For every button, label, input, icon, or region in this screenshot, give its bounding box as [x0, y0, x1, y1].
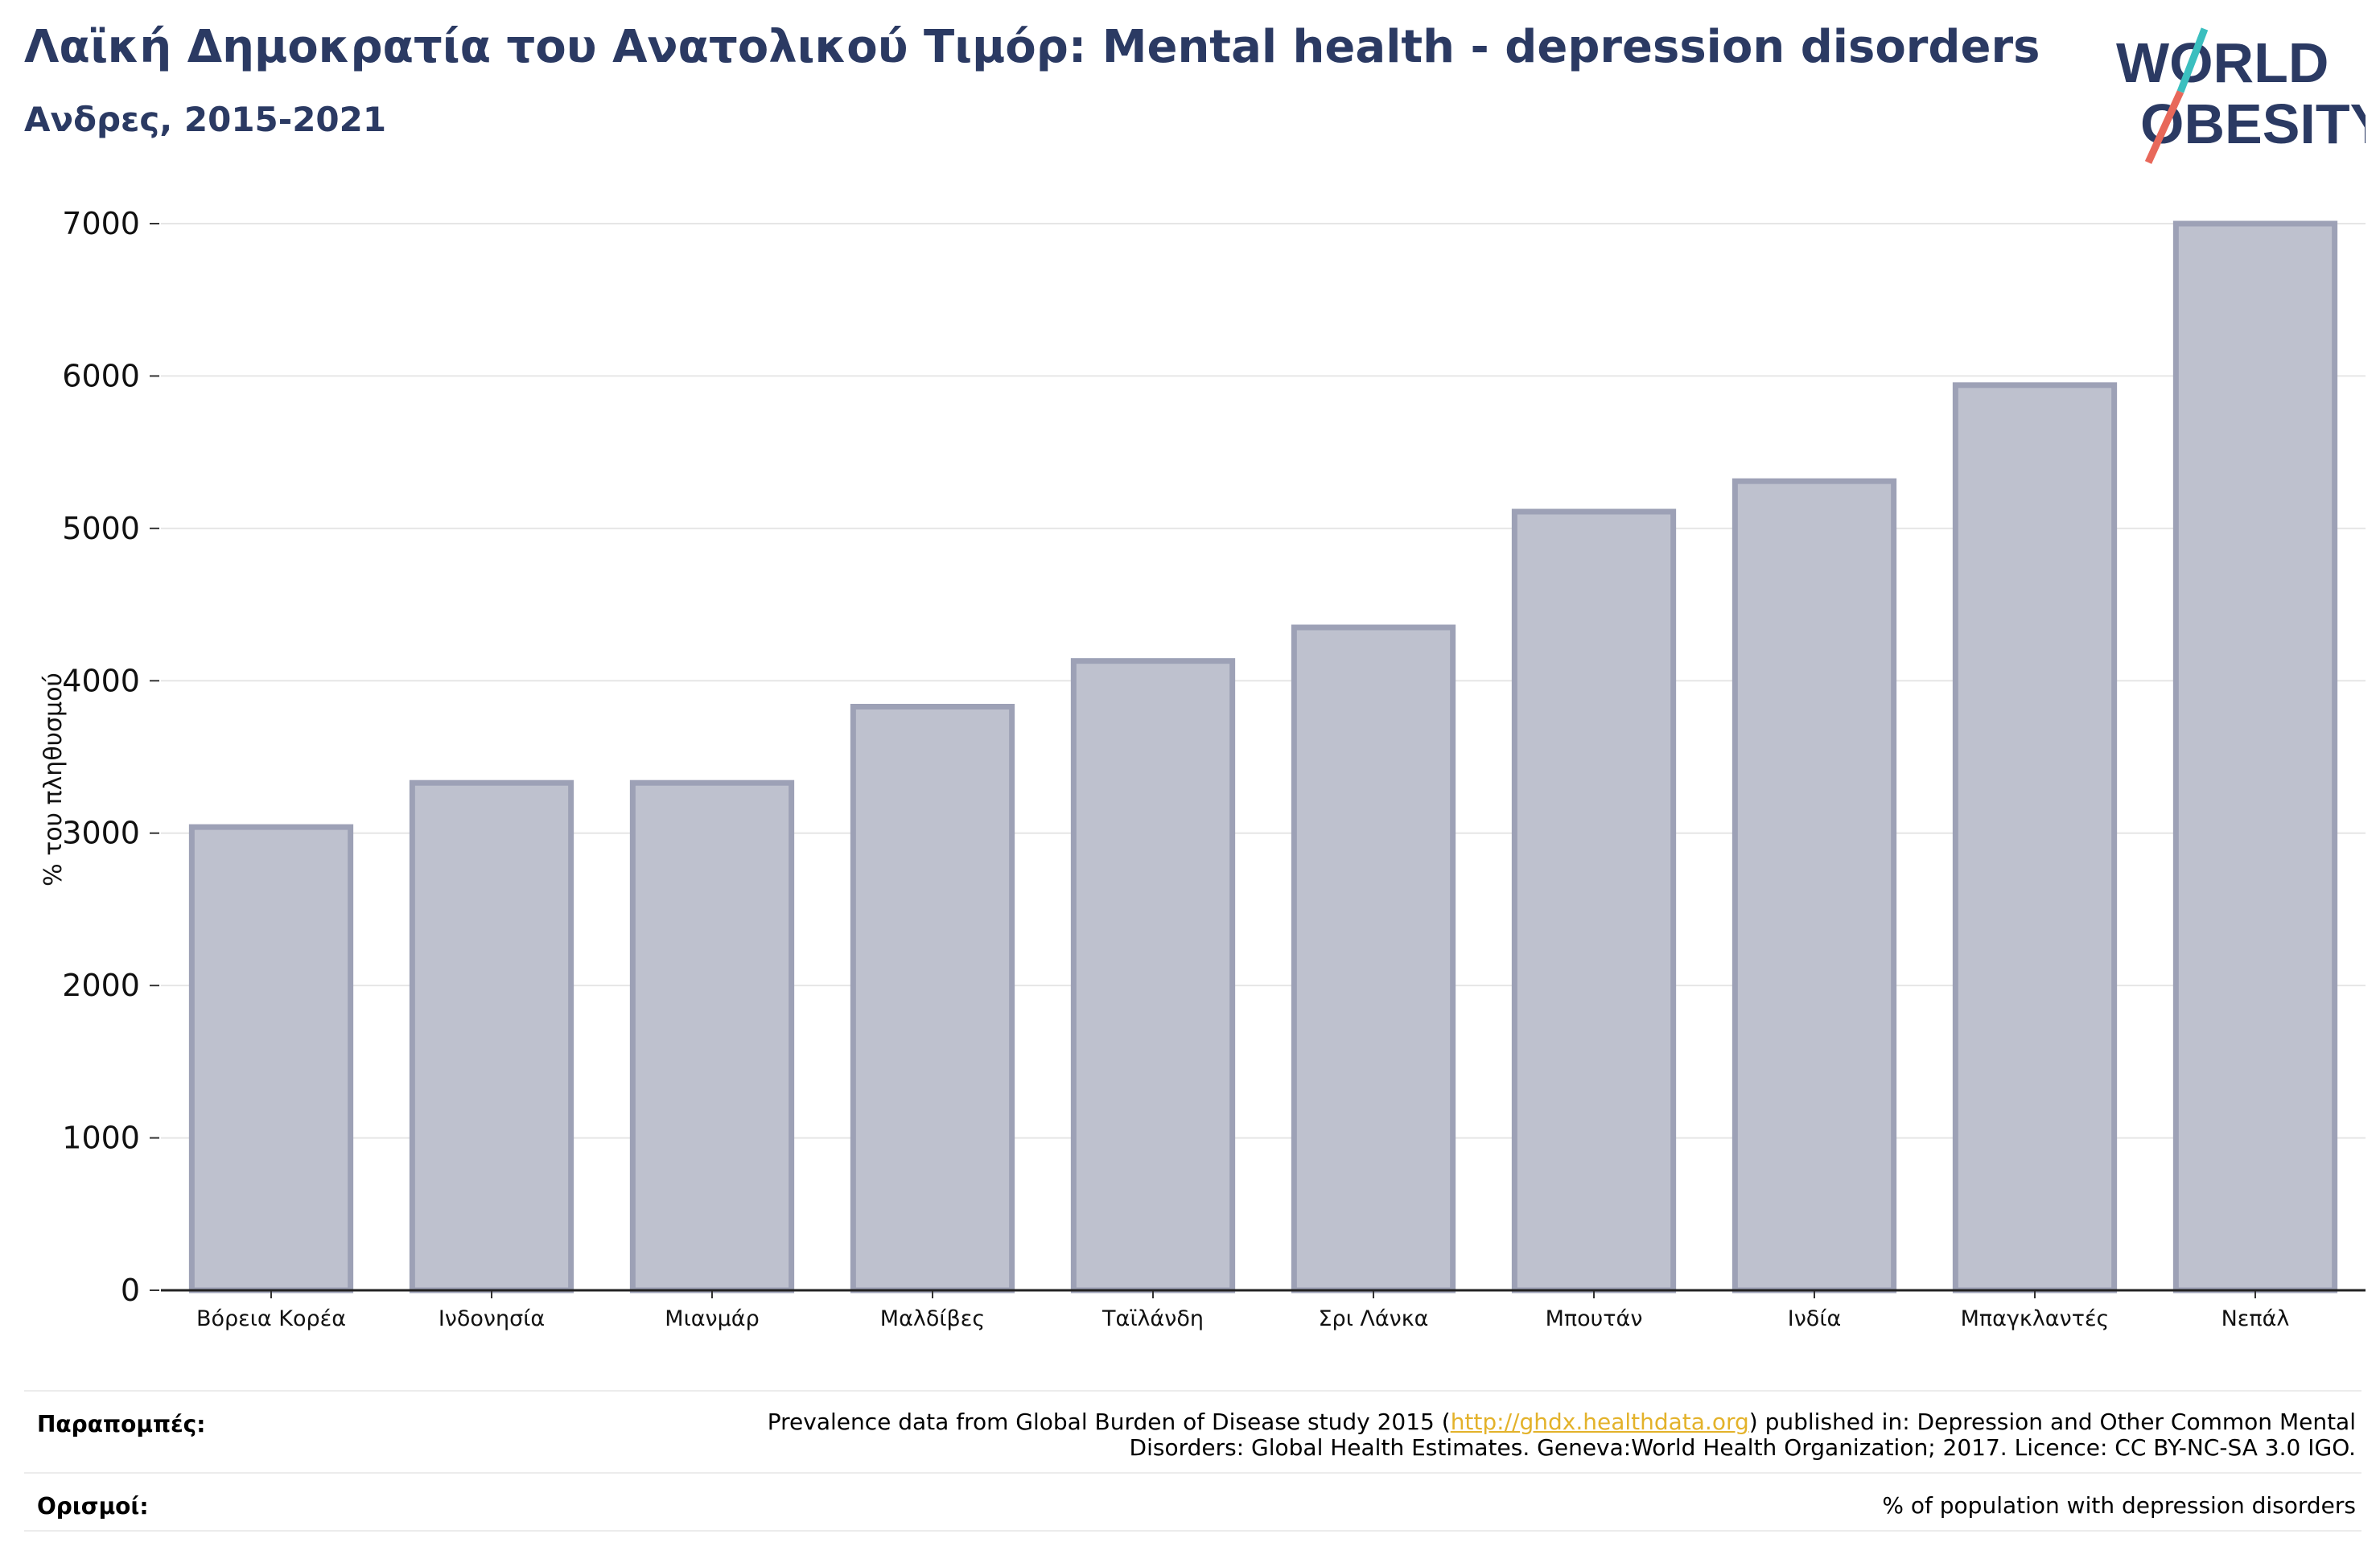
references-before: Prevalence data from Global Burden of Di… [767, 1409, 1451, 1435]
x-tick-label: Βόρεια Κορέα [196, 1306, 346, 1331]
y-tick-label: 0 [121, 1273, 140, 1308]
y-tick-label: 7000 [62, 206, 140, 241]
y-tick-label: 5000 [62, 511, 140, 546]
y-tick-label: 1000 [62, 1121, 140, 1156]
bars [188, 220, 2338, 1293]
logo-line1: WORLD [2116, 31, 2329, 94]
references-after: ) published in: Depression and Other Com… [1748, 1409, 2356, 1435]
references-line2: Disorders: Global Health Estimates. Gene… [1129, 1434, 2356, 1461]
references-link[interactable]: http://ghdx.healthdata.org [1450, 1409, 1749, 1435]
y-tick-label: 2000 [62, 968, 140, 1003]
footer-divider-bottom [24, 1530, 2361, 1532]
world-obesity-logo: WORLD OBESITY [2116, 27, 2366, 164]
bar [2172, 220, 2338, 1293]
bar [188, 824, 354, 1293]
bar [409, 779, 574, 1293]
bar [850, 703, 1015, 1293]
bar-chart: 0 1000 2000 3000 4000 5000 6000 7000 Βόρεια Κορέ… [39, 206, 2366, 1331]
chart-subtitle: Ανδρες, 2015-2021 [24, 100, 387, 139]
definitions-text: % of population with depression disorder… [1882, 1492, 2356, 1519]
x-tick-label: Ινδία [1788, 1306, 1842, 1331]
footer-divider-middle [24, 1472, 2361, 1474]
x-tick-label: Μιανμάρ [665, 1306, 759, 1331]
logo-slash-red [2144, 90, 2184, 164]
bar [1070, 658, 1236, 1293]
y-tick-label: 3000 [62, 816, 140, 851]
bar [629, 779, 795, 1293]
x-tick-label: Ταϊλάνδη [1101, 1306, 1204, 1331]
bar [1511, 508, 1677, 1293]
y-tick-label: 4000 [62, 663, 140, 698]
x-tick-label: Μπουτάν [1546, 1306, 1643, 1331]
definitions-label: Ορισμοί: [37, 1493, 149, 1520]
x-tick-label: Μπαγκλαντές [1961, 1306, 2110, 1331]
y-tick-label: 6000 [62, 358, 140, 393]
references-label: Παραπομπές: [37, 1411, 206, 1437]
x-tick-label: Μαλδίβες [880, 1306, 985, 1331]
x-tick-label: Σρι Λάνκα [1319, 1306, 1429, 1331]
footer-divider-top [24, 1390, 2361, 1392]
bar [1731, 478, 1897, 1293]
chart-title: Λαϊκή Δημοκρατία του Ανατολικού Τιμόρ: M… [24, 21, 2040, 73]
logo-slash-teal [2176, 27, 2209, 93]
x-tick-label: Νεπάλ [2221, 1306, 2290, 1331]
bar [1291, 624, 1456, 1293]
axes: 0 1000 2000 3000 4000 5000 6000 7000 Βόρεια Κορέ… [62, 206, 2366, 1331]
bar [1952, 382, 2118, 1293]
y-axis-label: % του πληθυσμού [39, 672, 68, 886]
x-tick-label: Ινδονησία [439, 1306, 545, 1331]
references-text: Prevalence data from Global Burden of Di… [586, 1409, 2356, 1461]
